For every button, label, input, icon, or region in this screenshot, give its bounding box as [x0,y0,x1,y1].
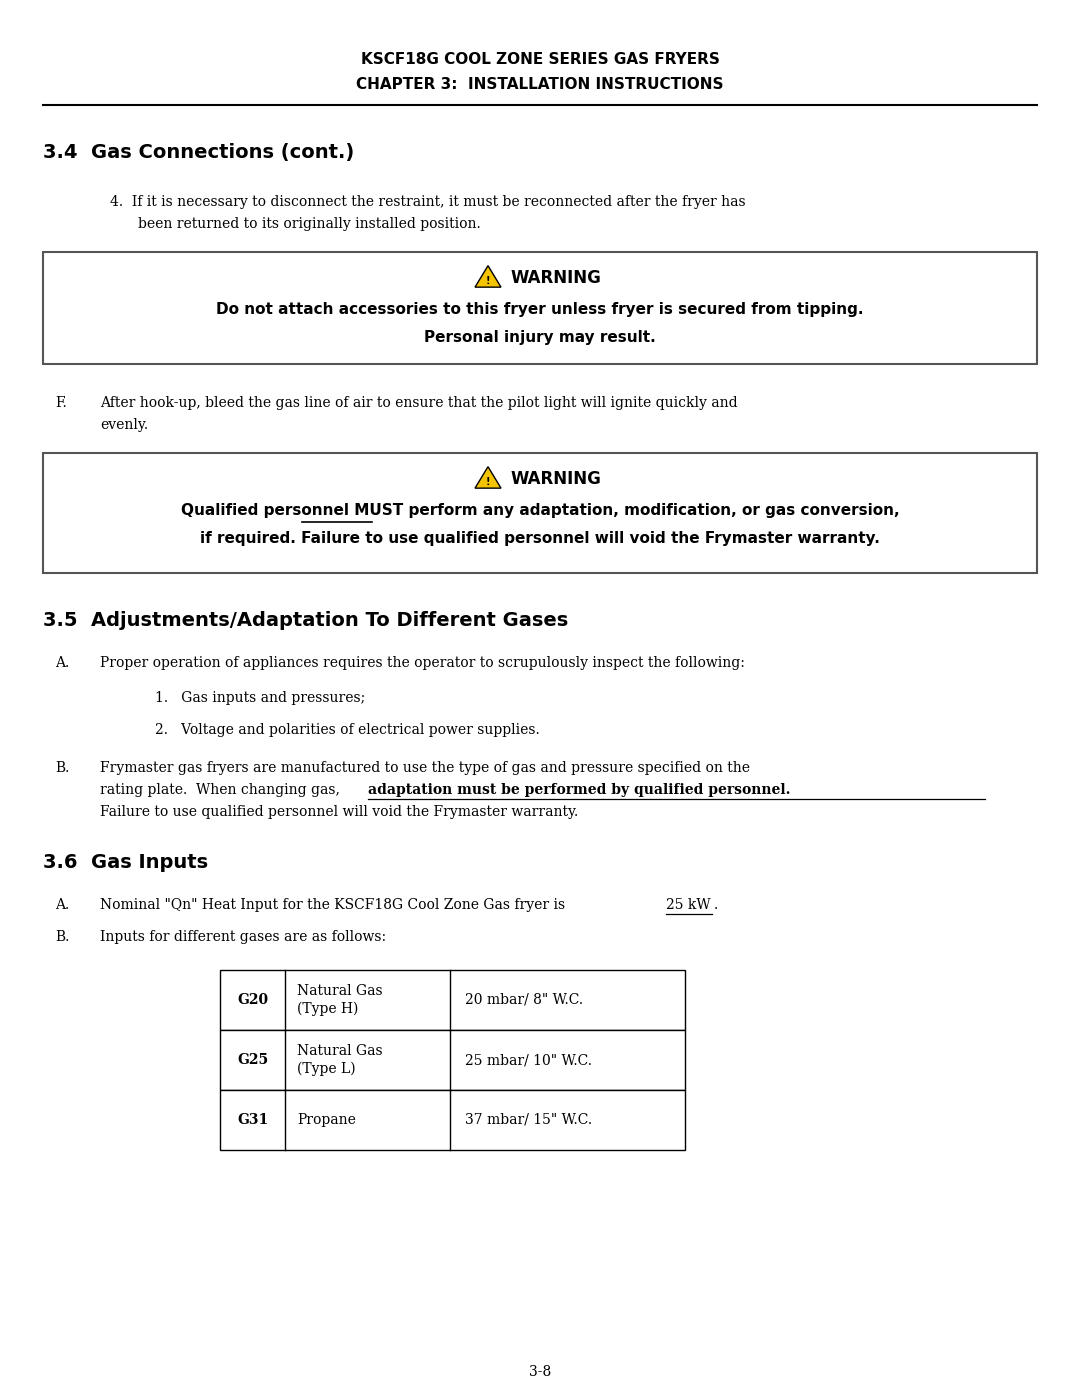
Text: Qualified personnel MUST perform any adaptation, modification, or gas conversion: Qualified personnel MUST perform any ada… [180,503,900,518]
FancyBboxPatch shape [220,1090,685,1150]
Text: 37 mbar/ 15" W.C.: 37 mbar/ 15" W.C. [465,1113,592,1127]
Text: CHAPTER 3:  INSTALLATION INSTRUCTIONS: CHAPTER 3: INSTALLATION INSTRUCTIONS [356,77,724,92]
Text: After hook-up, bleed the gas line of air to ensure that the pilot light will ign: After hook-up, bleed the gas line of air… [100,395,738,409]
FancyBboxPatch shape [220,970,685,1030]
Text: Frymaster gas fryers are manufactured to use the type of gas and pressure specif: Frymaster gas fryers are manufactured to… [100,761,750,775]
Text: WARNING: WARNING [510,270,600,286]
Text: Inputs for different gases are as follows:: Inputs for different gases are as follow… [100,930,387,944]
Text: KSCF18G COOL ZONE SERIES GAS FRYERS: KSCF18G COOL ZONE SERIES GAS FRYERS [361,52,719,67]
Text: Proper operation of appliances requires the operator to scrupulously inspect the: Proper operation of appliances requires … [100,657,745,671]
Text: adaptation must be performed by qualified personnel.: adaptation must be performed by qualifie… [368,782,791,798]
Text: F.: F. [55,395,67,409]
FancyBboxPatch shape [43,251,1037,365]
Polygon shape [475,265,501,288]
FancyBboxPatch shape [43,453,1037,573]
Text: 4.  If it is necessary to disconnect the restraint, it must be reconnected after: 4. If it is necessary to disconnect the … [110,196,745,210]
Text: !: ! [486,476,490,486]
Text: Failure to use qualified personnel will void the Frymaster warranty.: Failure to use qualified personnel will … [100,805,578,819]
Text: Nominal "Qn" Heat Input for the KSCF18G Cool Zone Gas fryer is: Nominal "Qn" Heat Input for the KSCF18G … [100,898,569,912]
Text: 3.6  Gas Inputs: 3.6 Gas Inputs [43,854,208,872]
Text: A.: A. [55,898,69,912]
Text: Do not attach accessories to this fryer unless fryer is secured from tipping.: Do not attach accessories to this fryer … [216,302,864,317]
Text: 3.5  Adjustments/Adaptation To Different Gases: 3.5 Adjustments/Adaptation To Different … [43,610,568,630]
Text: G20: G20 [237,993,268,1007]
Text: Natural Gas
(Type H): Natural Gas (Type H) [297,983,382,1017]
Text: 3-8: 3-8 [529,1365,551,1379]
Text: B.: B. [55,761,69,775]
Text: A.: A. [55,657,69,671]
Text: if required. Failure to use qualified personnel will void the Frymaster warranty: if required. Failure to use qualified pe… [200,531,880,546]
Text: G25: G25 [237,1053,268,1067]
FancyBboxPatch shape [220,1030,685,1090]
Text: evenly.: evenly. [100,418,148,432]
Polygon shape [475,467,501,488]
Text: 25 mbar/ 10" W.C.: 25 mbar/ 10" W.C. [465,1053,592,1067]
Text: 1.   Gas inputs and pressures;: 1. Gas inputs and pressures; [156,692,365,705]
Text: rating plate.  When changing gas,: rating plate. When changing gas, [100,782,345,798]
Text: 2.   Voltage and polarities of electrical power supplies.: 2. Voltage and polarities of electrical … [156,724,540,738]
Text: 20 mbar/ 8" W.C.: 20 mbar/ 8" W.C. [465,993,583,1007]
Text: B.: B. [55,930,69,944]
Text: 3.4  Gas Connections (cont.): 3.4 Gas Connections (cont.) [43,142,354,162]
Text: WARNING: WARNING [510,469,600,488]
Text: been returned to its originally installed position.: been returned to its originally installe… [138,217,481,231]
Text: 25 kW: 25 kW [665,898,711,912]
Text: Personal injury may result.: Personal injury may result. [424,330,656,345]
Text: Natural Gas
(Type L): Natural Gas (Type L) [297,1044,382,1077]
Text: Propane: Propane [297,1113,356,1127]
Text: .: . [714,898,718,912]
Text: G31: G31 [237,1113,268,1127]
Text: !: ! [486,275,490,285]
